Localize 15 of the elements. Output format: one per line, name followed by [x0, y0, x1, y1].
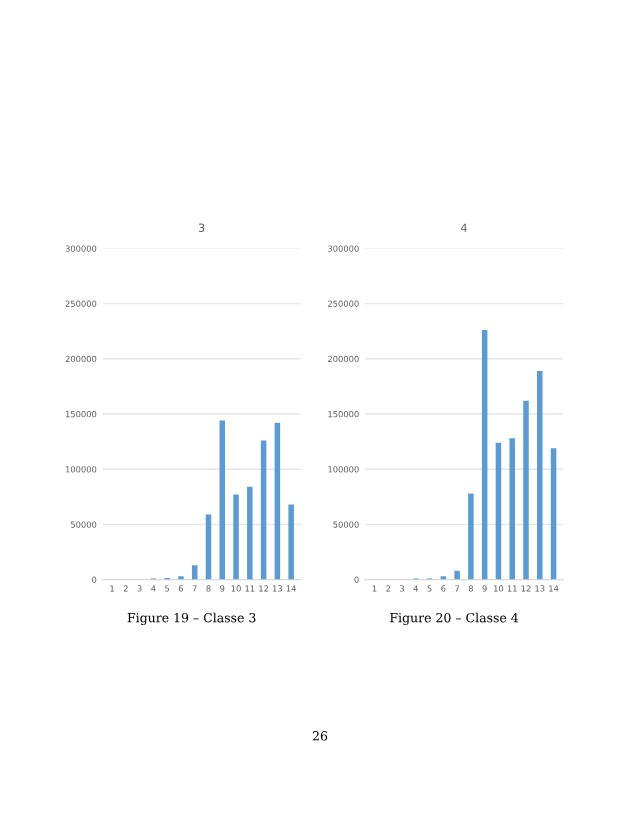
bar [233, 494, 239, 580]
bar [537, 370, 543, 580]
bar [550, 448, 557, 580]
bar [247, 486, 253, 580]
bar [454, 570, 460, 580]
bar [260, 440, 267, 580]
bar [288, 504, 294, 580]
bar [495, 442, 502, 580]
bar [205, 514, 212, 580]
bar [468, 493, 474, 580]
bar [523, 400, 529, 580]
bar [481, 330, 488, 580]
bar [509, 438, 515, 580]
bar [219, 420, 226, 580]
bar [274, 422, 281, 580]
